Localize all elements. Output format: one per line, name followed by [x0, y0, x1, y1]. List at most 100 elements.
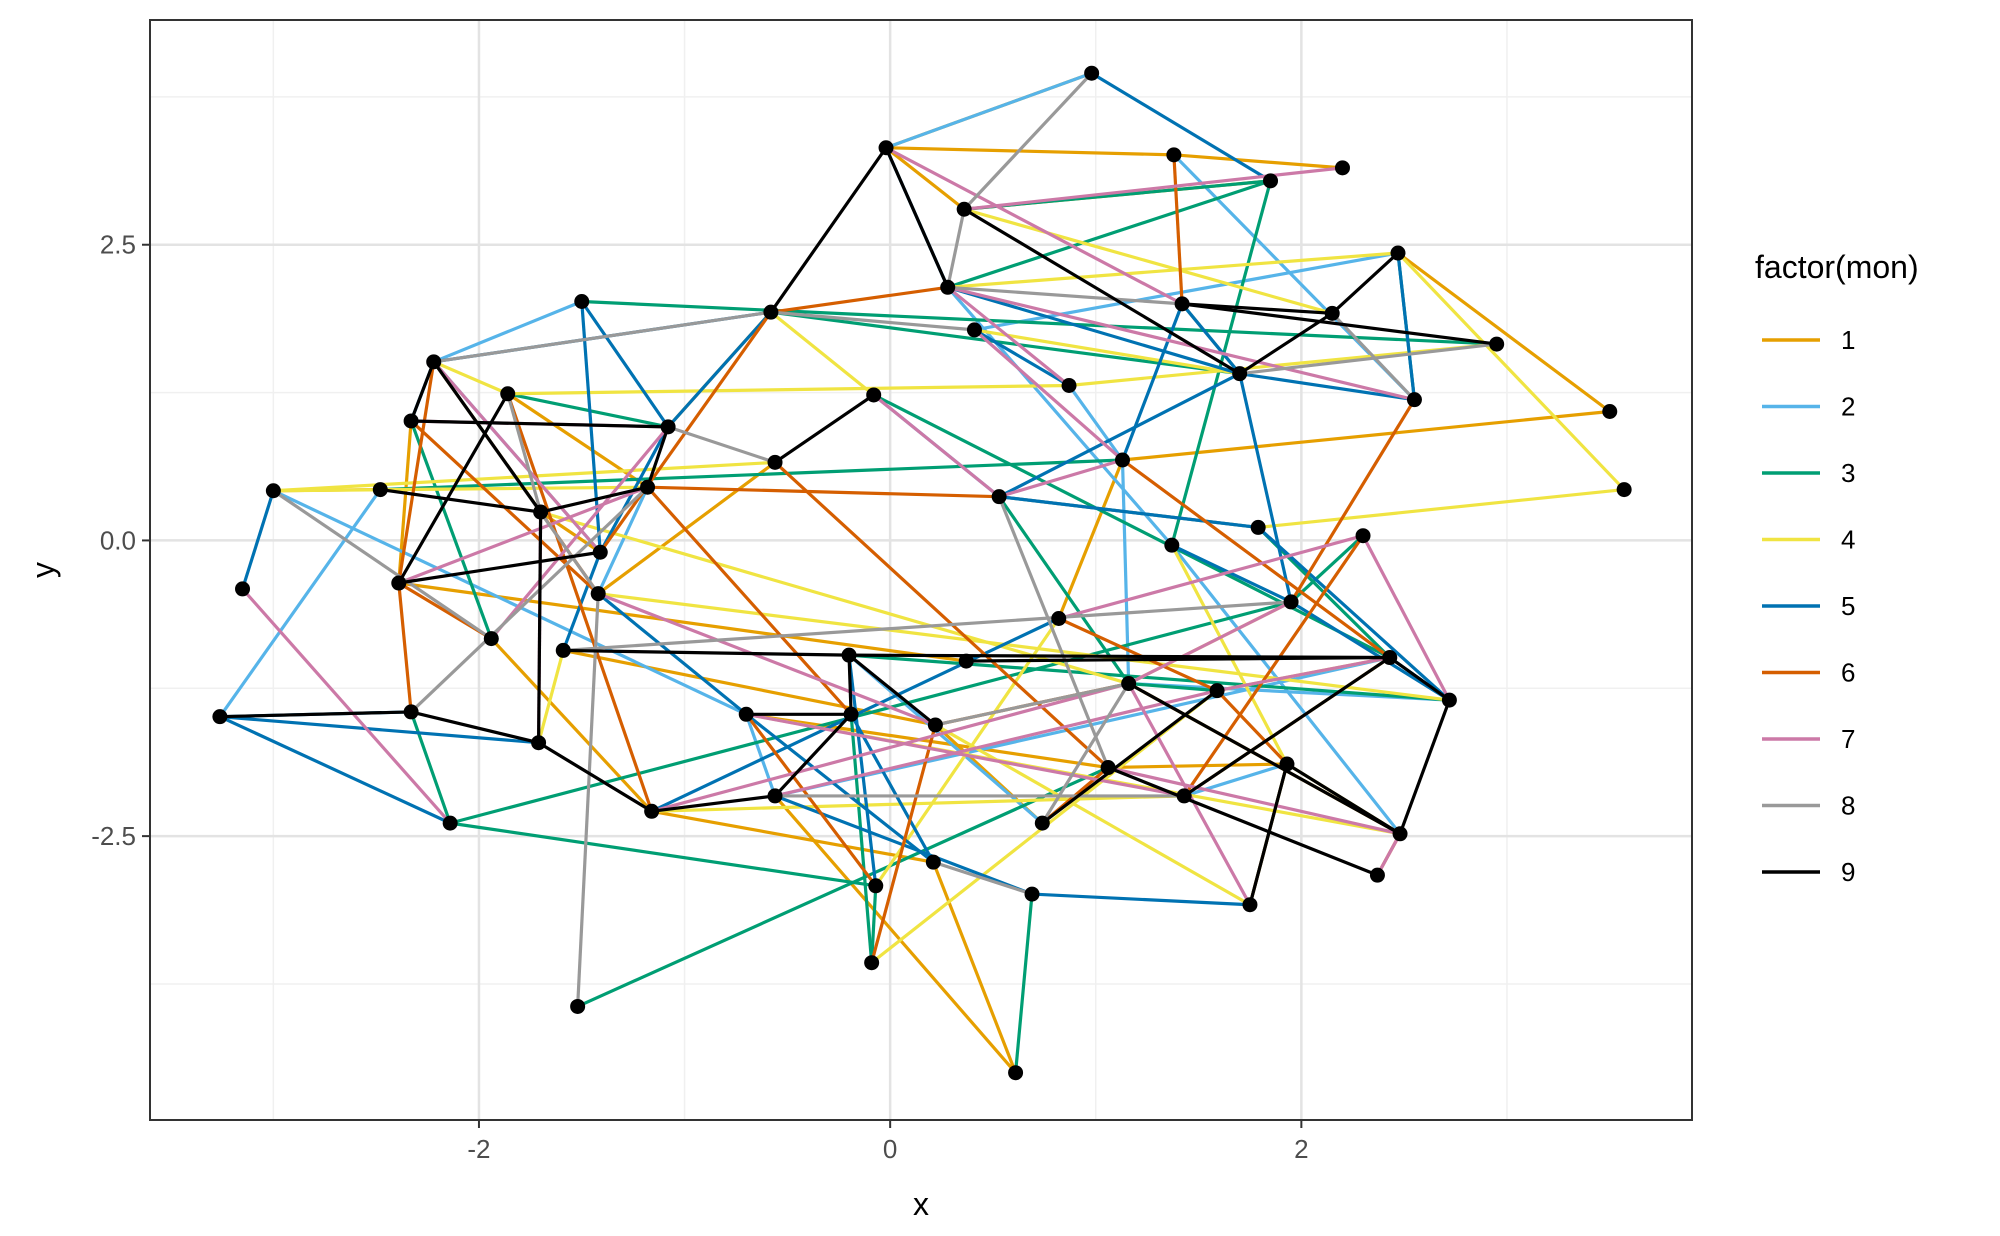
- edge-month-9: [410, 710, 539, 745]
- edge-month-8: [563, 600, 1292, 653]
- node-point: [1489, 336, 1505, 352]
- edge-month-4: [537, 650, 565, 744]
- edge-month-9: [1248, 763, 1289, 906]
- node-point: [500, 386, 516, 402]
- edge-month-3: [848, 653, 1450, 702]
- node-point: [763, 304, 779, 320]
- edge-month-2: [433, 300, 583, 364]
- edge-month-8: [1331, 312, 1416, 401]
- edge-month-8: [272, 489, 493, 640]
- edge-month-9: [1398, 699, 1451, 835]
- edge-month-8: [947, 285, 1183, 306]
- node-point: [531, 735, 547, 751]
- node-point: [570, 998, 586, 1014]
- node-point: [966, 322, 982, 338]
- edge-month-7: [1376, 832, 1402, 876]
- node-point: [483, 631, 499, 647]
- edge-month-2: [885, 71, 1093, 150]
- edge-month-6: [1172, 154, 1184, 304]
- legend-label-6: 6: [1841, 658, 1855, 688]
- edge-month-9: [847, 655, 853, 715]
- edge-month-7: [745, 712, 1185, 798]
- node-point: [927, 717, 943, 733]
- node-point: [1602, 404, 1618, 420]
- edge-month-7: [1107, 765, 1401, 836]
- edge-month-8: [506, 393, 543, 513]
- edge-month-4: [1258, 487, 1625, 530]
- edge-month-3: [507, 392, 669, 429]
- node-point: [1441, 692, 1457, 708]
- edge-month-6: [1182, 534, 1365, 797]
- edge-month-9: [219, 710, 412, 719]
- legend: factor(mon) 1 2 3 4 5 6 7 8 9: [1755, 249, 1919, 887]
- edge-month-7: [774, 689, 1218, 798]
- edge-month-7: [597, 592, 936, 727]
- node-point: [1355, 528, 1371, 544]
- edge-month-9: [536, 512, 543, 743]
- edge-month-9: [769, 146, 888, 314]
- node-point: [1250, 519, 1266, 535]
- y-tick-label: 2.5: [100, 230, 136, 260]
- edge-month-2: [218, 488, 382, 718]
- edge-month-8: [770, 310, 975, 332]
- edge-month-3: [449, 821, 877, 888]
- edge-month-9: [1127, 682, 1401, 836]
- node-point: [212, 709, 228, 725]
- edge-month-5: [580, 300, 670, 428]
- edge-month-6: [647, 485, 1000, 499]
- node-point: [767, 788, 783, 804]
- y-axis-title: y: [25, 562, 61, 578]
- edge-month-5: [1239, 372, 1415, 402]
- node-point: [868, 878, 884, 894]
- node-point: [391, 575, 407, 591]
- node-point: [767, 454, 783, 470]
- legend-label-3: 3: [1841, 458, 1855, 488]
- edge-month-5: [947, 285, 1241, 376]
- edge-month-4: [273, 460, 776, 493]
- node-point: [1166, 147, 1182, 163]
- edge-month-1: [746, 712, 1109, 770]
- edge-month-6: [1215, 689, 1289, 766]
- edge-month-2: [744, 713, 777, 797]
- edge-month-8: [410, 486, 649, 714]
- edge-month-7: [973, 328, 1124, 462]
- edge-month-9: [774, 393, 875, 464]
- edge-month-3: [576, 766, 1109, 1008]
- edge-month-5: [240, 490, 275, 590]
- edge-month-9: [884, 147, 950, 288]
- node-point: [1232, 366, 1248, 382]
- edge-month-5: [1396, 252, 1417, 400]
- node-point: [403, 413, 419, 429]
- edge-month-9: [963, 207, 1241, 376]
- node-point: [1334, 160, 1350, 176]
- edge-month-9: [563, 648, 850, 657]
- node-point: [1209, 683, 1225, 699]
- edge-month-9: [411, 419, 669, 429]
- node-point: [235, 581, 251, 597]
- node-point: [866, 387, 882, 403]
- x-tick-label: 0: [883, 1134, 897, 1164]
- node-point: [991, 489, 1007, 505]
- edge-month-6: [397, 361, 436, 584]
- x-tick-label: 2: [1294, 1134, 1308, 1164]
- edge-month-8: [433, 310, 772, 364]
- node-point: [1390, 245, 1406, 261]
- edge-month-9: [432, 360, 542, 513]
- edge-month-4: [598, 592, 1450, 702]
- edge-month-6: [870, 724, 937, 964]
- edge-month-3: [872, 393, 1391, 659]
- edge-month-1: [1397, 251, 1611, 413]
- node-point: [1176, 788, 1192, 804]
- edge-month-2: [1067, 384, 1124, 461]
- node-point: [403, 704, 419, 720]
- node-point: [841, 647, 857, 663]
- edge-month-4: [273, 485, 648, 493]
- edge-month-9: [1181, 302, 1497, 346]
- edge-month-8: [1239, 342, 1497, 376]
- legend-label-1: 1: [1841, 325, 1855, 355]
- edge-month-5: [998, 495, 1259, 530]
- edge-month-7: [964, 166, 1343, 211]
- node-point: [1406, 392, 1422, 408]
- edge-month-7: [872, 393, 1001, 498]
